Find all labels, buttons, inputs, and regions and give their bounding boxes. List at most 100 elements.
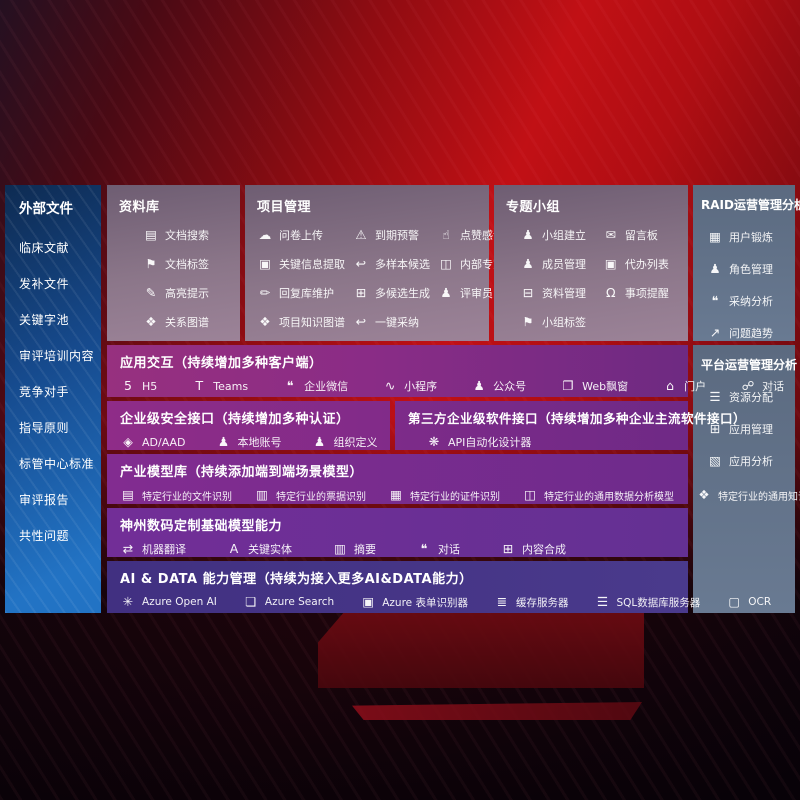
knowledge-graph-model-icon: ❖ bbox=[698, 486, 710, 502]
panel-platform-analysis: 平台运营管理分析 ☰ 资源分配 ⊞ 应用管理 ▧ 应用分析 bbox=[693, 345, 798, 613]
sidebar-item-review-reports: 审评报告 bbox=[19, 493, 70, 507]
sidebar-external-files: 外部文件 临床文献 发补文件 关键字池 审评培训内容 竞争对手 指导原则 标管中… bbox=[5, 185, 101, 613]
item-label: 特定行业的票据识别 bbox=[276, 491, 366, 503]
row-enterprise-security: 企业级安全接口（持续增加多种认证） ◈ AD/AAD ♟ 本地账号 ♟ 组织定义 bbox=[107, 401, 390, 450]
teams-icon: T bbox=[195, 377, 204, 393]
item-label: 特定行业的文件识别 bbox=[142, 491, 232, 503]
aidata-item-azure-search: ❏ Azure Search bbox=[243, 594, 334, 610]
one-click-adopt-icon: ↩ bbox=[355, 313, 367, 329]
foundation-item-content-compose: ⊞ 内容合成 bbox=[500, 541, 566, 557]
cache-server-icon: ≣ bbox=[496, 593, 508, 609]
wechat-work-icon: ❝ bbox=[286, 377, 294, 393]
item-label: 小组建立 bbox=[542, 229, 586, 242]
trend-chart-icon: ↗ bbox=[709, 324, 721, 340]
sidebar-item-supplement-files: 发补文件 bbox=[19, 277, 70, 291]
todo-list-icon: ▣ bbox=[604, 255, 617, 271]
item-label: 点赞感谢 bbox=[460, 229, 504, 242]
item-label: 特定行业的通用知识图谱模型 bbox=[718, 491, 800, 503]
item-label: 事项提醒 bbox=[624, 287, 669, 300]
row-title: AI & DATA 能力管理（持续为接入更多AI&DATA能力） bbox=[120, 572, 473, 587]
item-label: 关系图谱 bbox=[165, 316, 209, 329]
panel-title: 项目管理 bbox=[257, 200, 312, 215]
item-label: 摘要 bbox=[354, 543, 376, 556]
azure-form-recognizer-icon: ▣ bbox=[362, 593, 375, 609]
group-create-icon: ♟ bbox=[522, 226, 534, 242]
item-label: 小组标签 bbox=[542, 316, 586, 329]
item-label: 多样本候选 bbox=[375, 258, 430, 271]
laptop-base-silhouette bbox=[352, 702, 642, 720]
content-compose-icon: ⊞ bbox=[502, 540, 514, 556]
row-industry-models: 产业模型库（持续添加端到端场景模型） ▤ 特定行业的文件识别 ▥ 特定行业的票据识别… bbox=[107, 454, 800, 504]
project-knowledge-graph-icon: ❖ bbox=[259, 313, 271, 329]
item-label: API自动化设计器 bbox=[448, 436, 532, 449]
item-label: 企业微信 bbox=[304, 380, 349, 393]
industry-item-certificate-recognition: ▦ 特定行业的证件识别 bbox=[388, 487, 500, 503]
panel-title: 平台运营管理分析 bbox=[701, 358, 798, 372]
foundation-item-summary: ▥ 摘要 bbox=[332, 541, 376, 557]
key-entity-icon: A bbox=[229, 540, 239, 556]
row-foundation-models: 神州数码定制基础模型能力 ⇄ 机器翻译 A 关键实体 ▥ 摘要 ❝ 对话 ⊞ 内容合成 bbox=[107, 508, 688, 557]
repo-item-doc-tag: ⚑ 文档标签 bbox=[143, 256, 228, 272]
user-card-icon: ▦ bbox=[709, 228, 721, 244]
item-label: 机器翻译 bbox=[142, 543, 186, 556]
item-label: 多候选生成 bbox=[375, 287, 430, 300]
row-title: 产业模型库（持续添加端到端场景模型） bbox=[120, 465, 364, 480]
group-item-tag: ⚑ 小组标签 bbox=[520, 314, 597, 330]
repo-item-relation-graph: ❖ 关系图谱 bbox=[143, 314, 228, 330]
group-tag-icon: ⚑ bbox=[522, 313, 534, 329]
panel-special-group: 专题小组 ♟ 小组建立 ✉ 留言板 ♟ 成员管理 ▣ 代办列表 ⊟ 资料管理 Ω 事项提醒 … bbox=[494, 185, 688, 341]
aidata-item-sql-server: ☰ SQL数据库服务器 bbox=[594, 594, 700, 610]
project-item-questionnaire-upload: ☁ 问卷上传 bbox=[257, 227, 345, 243]
foundation-item-chat: ❝ 对话 bbox=[416, 541, 460, 557]
project-item-like-thanks: ☝ 点赞感谢 bbox=[438, 227, 526, 243]
industry-item-knowledge-graph-model: ❖ 特定行业的通用知识图谱模型 bbox=[696, 487, 800, 503]
item-label: 组织定义 bbox=[333, 436, 378, 449]
sidebar-item-guidelines: 指导原则 bbox=[19, 421, 70, 435]
thirdparty-item-api-designer: ❋ API自动化设计器 bbox=[426, 433, 532, 450]
receipt-recognition-icon: ▥ bbox=[256, 486, 268, 502]
item-label: H5 bbox=[142, 379, 158, 393]
org-define-icon: ♟ bbox=[313, 433, 326, 449]
interaction-item-miniprogram: ∿ 小程序 bbox=[382, 378, 437, 394]
group-item-create: ♟ 小组建立 bbox=[520, 227, 597, 243]
item-label: 缓存服务器 bbox=[515, 596, 569, 609]
portal-icon: ⌂ bbox=[666, 377, 675, 393]
project-item-due-warning: ⚠ 到期预警 bbox=[353, 227, 430, 243]
project-item-multi-generate: ⊞ 多候选生成 bbox=[353, 285, 430, 301]
member-manage-icon: ♟ bbox=[522, 255, 534, 271]
project-item-knowledge-graph: ❖ 项目知识图谱 bbox=[257, 314, 345, 330]
item-label: 留言板 bbox=[624, 229, 658, 242]
item-label: 采纳分析 bbox=[729, 295, 773, 308]
azure-search-icon: ❏ bbox=[245, 593, 257, 609]
expert-ranking-icon: ◫ bbox=[440, 255, 452, 271]
item-label: 应用分析 bbox=[729, 455, 773, 468]
item-label: 用户锻炼 bbox=[729, 231, 773, 244]
aidata-item-cache-server: ≣ 缓存服务器 bbox=[494, 594, 569, 610]
h5-icon: 5 bbox=[124, 377, 132, 393]
tag-icon: ⚑ bbox=[145, 255, 157, 271]
row-title: 神州数码定制基础模型能力 bbox=[120, 519, 283, 534]
raid-item-user: ▦ 用户锻炼 bbox=[707, 229, 787, 245]
item-label: 关键实体 bbox=[248, 543, 292, 556]
file-recognition-icon: ▤ bbox=[122, 486, 134, 502]
multi-generate-icon: ⊞ bbox=[355, 284, 367, 300]
item-label: 门户 bbox=[684, 380, 707, 393]
summary-icon: ▥ bbox=[334, 540, 346, 556]
group-item-member-manage: ♟ 成员管理 bbox=[520, 256, 597, 272]
sidebar-item-center-standards: 标管中心标准 bbox=[19, 457, 95, 471]
official-account-icon: ♟ bbox=[473, 377, 485, 393]
qa-chat-icon: ❝ bbox=[711, 292, 719, 308]
api-designer-icon: ❋ bbox=[428, 433, 440, 449]
azure-openai-icon: ✳ bbox=[122, 593, 134, 609]
reply-maintain-icon: ✏ bbox=[259, 284, 271, 300]
industry-item-receipt-recognition: ▥ 特定行业的票据识别 bbox=[254, 487, 366, 503]
panel-project-management: 项目管理 ☁ 问卷上传 ⚠ 到期预警 ☝ 点赞感谢 ▣ 关键信息提取 ↩ 多样本候选 ◫ 内… bbox=[245, 185, 526, 341]
repo-item-doc-search: ▤ 文档搜索 bbox=[143, 227, 228, 243]
item-label: 对话 bbox=[438, 543, 460, 556]
material-manage-icon: ⊟ bbox=[522, 284, 534, 300]
industry-item-file-recognition: ▤ 特定行业的文件识别 bbox=[120, 487, 232, 503]
bbs-icon: ✉ bbox=[605, 226, 617, 242]
panel-title: RAID运营管理分析 bbox=[701, 198, 800, 212]
doc-search-icon: ▤ bbox=[145, 226, 157, 242]
